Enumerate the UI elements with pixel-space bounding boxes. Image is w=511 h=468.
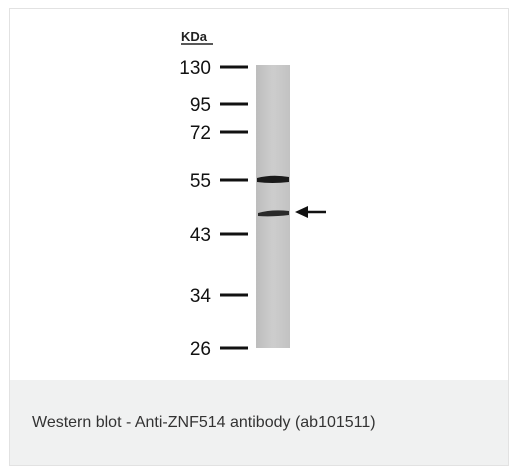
arrow-icon xyxy=(295,206,326,218)
band-upper xyxy=(257,175,289,183)
marker-label-130: 130 xyxy=(179,58,211,79)
band-lower xyxy=(258,210,289,217)
figure-card: KDa 130 95 72 55 43 34 26 xyxy=(9,8,509,466)
marker-label-26: 26 xyxy=(190,339,211,360)
marker-label-95: 95 xyxy=(190,95,211,116)
figure-caption: Western blot - Anti-ZNF514 antibody (ab1… xyxy=(32,414,376,431)
western-blot-svg: KDa 130 95 72 55 43 34 26 xyxy=(179,29,326,360)
marker-label-34: 34 xyxy=(190,286,212,307)
gel-lane xyxy=(256,65,290,348)
kda-unit-label: KDa xyxy=(181,29,208,44)
marker-label-43: 43 xyxy=(190,225,211,246)
marker-label-72: 72 xyxy=(190,123,211,144)
western-blot-image: KDa 130 95 72 55 43 34 26 xyxy=(10,9,508,380)
caption-bar: Western blot - Anti-ZNF514 antibody (ab1… xyxy=(10,380,508,465)
marker-label-55: 55 xyxy=(190,171,211,192)
